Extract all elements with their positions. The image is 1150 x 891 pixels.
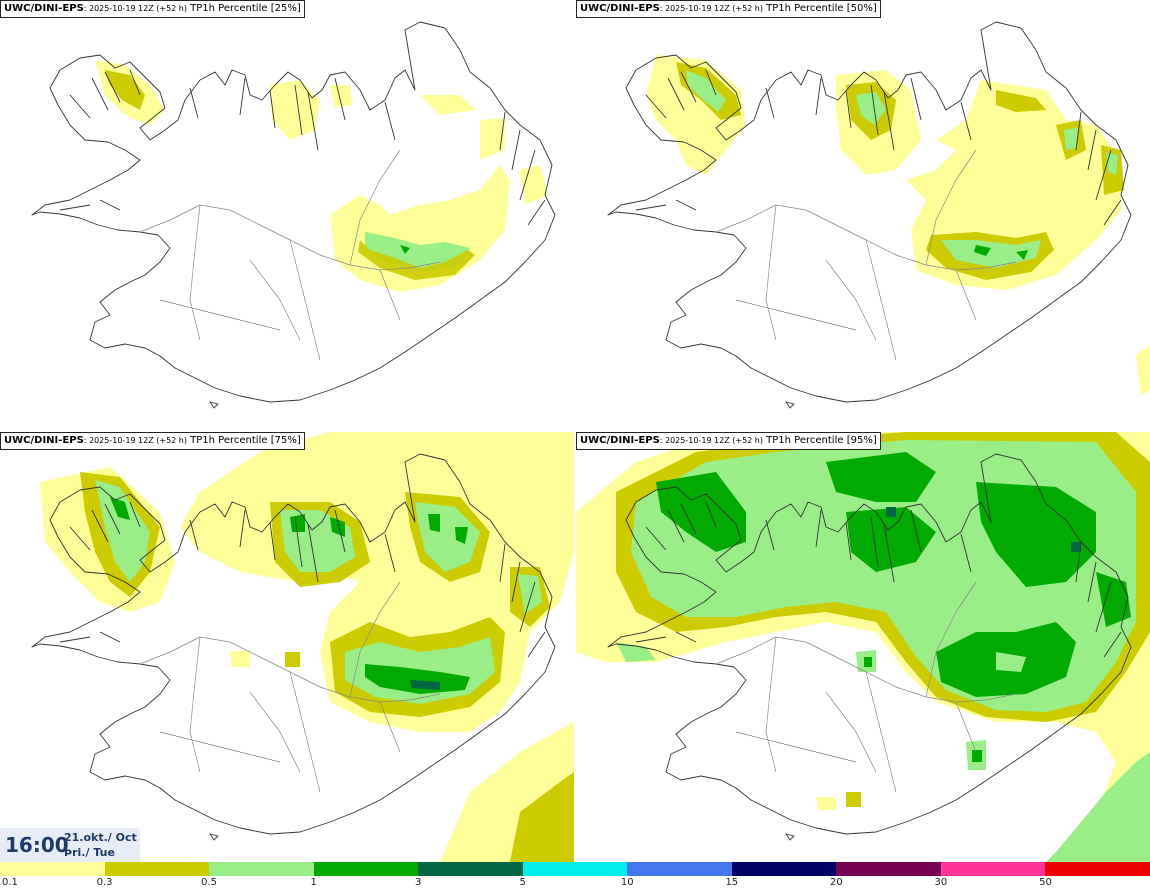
model-name: UWC/DINI-EPS: [580, 435, 660, 446]
colorbar-segment: [836, 862, 941, 876]
model-name: UWC/DINI-EPS: [4, 3, 84, 14]
map-panel-p95: UWC/DINI-EPS: 2025-10-19 12Z (+52 h) TP1…: [576, 432, 1150, 862]
colorbar-label: 0.5: [201, 877, 218, 888]
field-name: TP1h Percentile [95%]: [762, 435, 877, 446]
colorbar-label: 0.3: [96, 877, 113, 888]
precip-contours: [646, 55, 1150, 395]
field-name: TP1h Percentile [25%]: [186, 3, 301, 14]
valid-time-box: 16:00 21.okt./ Oct Þri./ Tue: [0, 828, 140, 862]
panel-title: UWC/DINI-EPS: 2025-10-19 12Z (+52 h) TP1…: [0, 0, 305, 18]
colorbar-label: 50: [1039, 877, 1052, 888]
colorbar-label: 3: [414, 877, 422, 888]
colorbar-label: 30: [934, 877, 948, 888]
precip-contours: [576, 432, 1150, 862]
colorbar-label: 1: [310, 877, 317, 888]
panel-title: UWC/DINI-EPS: 2025-10-19 12Z (+52 h) TP1…: [576, 0, 881, 18]
colorbar-segment: [1045, 862, 1150, 876]
colorbar-segment: [940, 862, 1046, 876]
valid-weekday: Þri./ Tue: [64, 846, 115, 859]
colorbar-segment: [627, 862, 732, 876]
run-time: : 2025-10-19 12Z (+52 h): [659, 436, 763, 445]
valid-date: 21.okt./ Oct: [64, 831, 137, 844]
colorbar-labels: 0.1 0.3 0.5 1 3 5 10 15 20 30 50: [0, 876, 1150, 891]
model-name: UWC/DINI-EPS: [4, 435, 84, 446]
run-time: : 2025-10-19 12Z (+52 h): [83, 4, 187, 13]
colorbar-label: 10: [620, 877, 634, 888]
panel-divider-horizontal: [0, 430, 1150, 432]
map-panel-p50: UWC/DINI-EPS: 2025-10-19 12Z (+52 h) TP1…: [576, 0, 1150, 430]
panel-title: UWC/DINI-EPS: 2025-10-19 12Z (+52 h) TP1…: [0, 432, 305, 450]
valid-time: 16:00: [5, 833, 69, 857]
colorbar-segment: [209, 862, 314, 876]
colorbar-segment: [104, 862, 210, 876]
colorbar-label: 20: [829, 877, 843, 888]
model-name: UWC/DINI-EPS: [580, 3, 660, 14]
colorbar-label: 15: [725, 877, 739, 888]
run-time: : 2025-10-19 12Z (+52 h): [659, 4, 763, 13]
map-panel-p75: UWC/DINI-EPS: 2025-10-19 12Z (+52 h) TP1…: [0, 432, 574, 862]
map-canvas: [31, 432, 574, 862]
colorbar-segment: [522, 862, 628, 876]
map-canvas: [576, 432, 1150, 862]
precip-contours: [40, 432, 574, 862]
map-canvas: [607, 21, 1150, 409]
colorbar-segment: [731, 862, 837, 876]
colorbar-segment: [313, 862, 419, 876]
panel-title: UWC/DINI-EPS: 2025-10-19 12Z (+52 h) TP1…: [576, 432, 881, 450]
precip-contours: [95, 60, 548, 292]
field-name: TP1h Percentile [50%]: [762, 3, 877, 14]
colorbar: [0, 862, 1150, 876]
field-name: TP1h Percentile [75%]: [186, 435, 301, 446]
colorbar-segment: [418, 862, 523, 876]
map-panel-p25: UWC/DINI-EPS: 2025-10-19 12Z (+52 h) TP1…: [0, 0, 574, 430]
map-canvas: [31, 21, 556, 409]
run-time: : 2025-10-19 12Z (+52 h): [83, 436, 187, 445]
colorbar-label: 0.1: [2, 877, 18, 888]
colorbar-label: 5: [519, 877, 526, 888]
colorbar-segment: [0, 862, 105, 876]
